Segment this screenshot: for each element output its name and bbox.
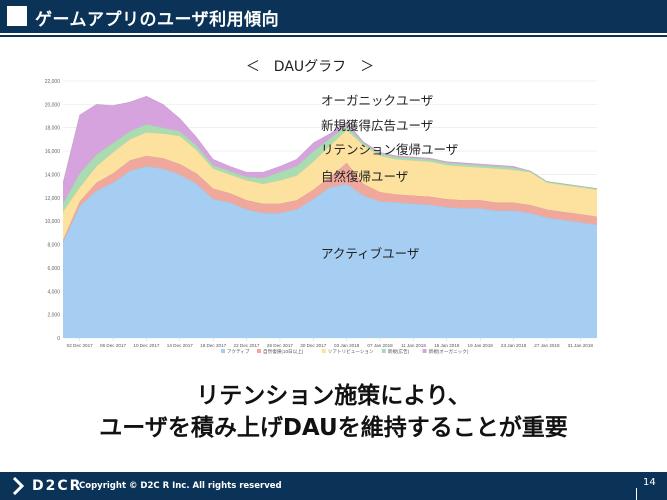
y-tick-label: 6,000 bbox=[47, 266, 60, 272]
dau-stacked-area-chart: 0 2,000 4,000 6,000 8,000 10,000 12,000 14,000 1… bbox=[45, 79, 598, 355]
message-line-1: リテンション施策により、 bbox=[196, 383, 471, 409]
x-tick-label: 11 Jan 2018 bbox=[401, 343, 426, 348]
series-line-4 bbox=[62, 95, 598, 189]
series-area-0 bbox=[63, 166, 597, 338]
x-tick-label: 18 Dec 2017 bbox=[200, 343, 226, 348]
footer-logo-text: D2CR bbox=[32, 478, 83, 494]
page-number-divider bbox=[636, 488, 637, 500]
series-area-1 bbox=[63, 155, 597, 243]
y-tick-label: 22,000 bbox=[45, 79, 61, 85]
legend-label-2: リアトリビューション bbox=[328, 348, 374, 355]
y-tick-label: 16,000 bbox=[45, 149, 61, 155]
d2cr-logo-icon bbox=[12, 477, 25, 495]
y-tick-label: 2,000 bbox=[47, 313, 60, 319]
series-area-4 bbox=[63, 96, 597, 204]
annotation-label-3: 自然復帰ユーザ bbox=[321, 169, 408, 184]
y-tick-label: 18,000 bbox=[45, 126, 61, 132]
x-tick-label: 07 Jan 2018 bbox=[367, 343, 393, 348]
legend-swatch-4 bbox=[422, 349, 427, 353]
legend-label-0: アクティブ bbox=[227, 348, 250, 355]
slide-footer: D2CR Copyright © D2C R Inc. All rights r… bbox=[0, 472, 667, 500]
y-tick-label: 0 bbox=[57, 336, 60, 342]
annotation-label-2: リテンション復帰ユーザ bbox=[321, 142, 458, 157]
x-tick-label: 30 Dec 2017 bbox=[300, 343, 326, 348]
x-tick-label: 31 Jan 2018 bbox=[568, 343, 594, 348]
legend-swatch-3 bbox=[381, 349, 386, 353]
page-number: 14 bbox=[643, 477, 656, 488]
y-tick-label: 14,000 bbox=[45, 172, 61, 178]
x-tick-label: 14 Dec 2017 bbox=[167, 343, 193, 348]
series-area-2 bbox=[63, 130, 597, 240]
y-tick-label: 10,000 bbox=[45, 219, 61, 225]
annotation-label-0: オーガニックユーザ bbox=[321, 93, 433, 108]
x-tick-label: 22 Dec 2017 bbox=[234, 343, 260, 348]
legend-label-3: 新規(広告) bbox=[388, 348, 410, 355]
series-area-3 bbox=[63, 124, 597, 212]
message-line-2: ユーザを積み上げDAUを維持することが重要 bbox=[99, 415, 568, 441]
x-tick-label: 06 Dec 2017 bbox=[100, 343, 126, 348]
x-tick-label: 15 Jan 2018 bbox=[434, 343, 460, 348]
legend-swatch-1 bbox=[257, 349, 261, 353]
x-tick-label: 10 Dec 2017 bbox=[133, 343, 159, 348]
x-tick-label: 27 Jan 2018 bbox=[534, 343, 560, 348]
x-tick-label: 19 Jan 2018 bbox=[468, 343, 494, 348]
y-tick-label: 12,000 bbox=[45, 196, 61, 202]
x-tick-label: 26 Dec 2017 bbox=[267, 343, 293, 348]
annotation-label-4: アクティブユーザ bbox=[321, 246, 419, 261]
annotation-label-1: 新規獲得広告ユーザ bbox=[321, 118, 433, 133]
slide-header: ゲームアプリのユーザ利用傾向 bbox=[0, 0, 667, 33]
x-tick-label: 02 Dec 2017 bbox=[67, 343, 93, 348]
legend-label-4: 新規(オーガニック) bbox=[429, 348, 469, 355]
header-divider bbox=[0, 35, 667, 37]
y-tick-label: 20,000 bbox=[45, 102, 61, 108]
y-tick-label: 4,000 bbox=[47, 289, 60, 295]
copyright-text: Copyright © D2C R Inc. All rights reserv… bbox=[79, 481, 282, 491]
x-tick-label: 23 Jan 2018 bbox=[501, 343, 527, 348]
slide-title: ゲームアプリのユーザ利用傾向 bbox=[35, 10, 280, 30]
y-tick-label: 8,000 bbox=[47, 243, 60, 249]
legend-label-1: 自然復帰(10日以上) bbox=[263, 348, 304, 355]
chart-heading: ＜ DAUグラフ ＞ bbox=[245, 59, 375, 75]
legend-swatch-0 bbox=[221, 349, 225, 353]
x-tick-label: 03 Jan 2018 bbox=[334, 343, 360, 348]
header-square-icon bbox=[7, 6, 27, 26]
legend-swatch-2 bbox=[321, 349, 326, 353]
